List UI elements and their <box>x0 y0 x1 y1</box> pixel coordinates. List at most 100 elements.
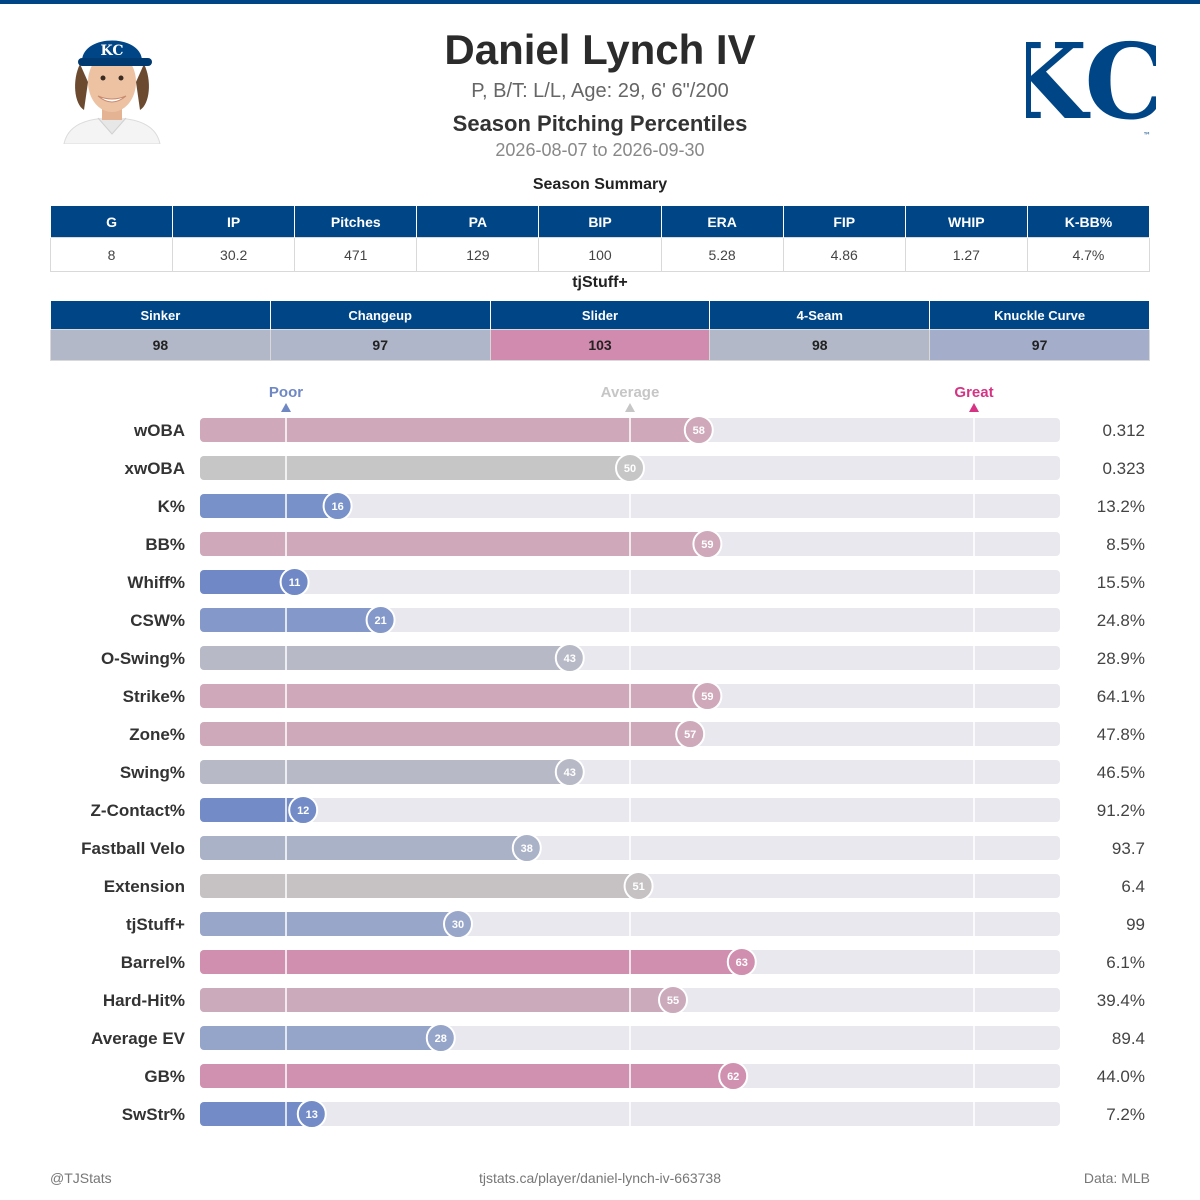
percentile-marker <box>615 453 645 483</box>
footer-handle: @TJStats <box>50 1170 112 1186</box>
percentile-marker <box>296 1099 327 1129</box>
summary-header-row: G IP Pitches PA BIP ERA FIP WHIP K-BB% <box>49 206 1151 238</box>
metric-label: SwStr% <box>122 1105 185 1124</box>
footer-source: Data: MLB <box>1083 1170 1150 1186</box>
summary-header-cell-1: IP <box>172 206 296 238</box>
percentile-value: 11 <box>289 577 301 589</box>
metric-label: wOBA <box>133 421 185 440</box>
percentile-marker <box>554 757 585 787</box>
percentile-bar <box>200 760 570 784</box>
metric-label: Fastball Velo <box>81 839 185 858</box>
percentile-bar <box>200 684 708 708</box>
summary-header-cell-7: WHIP <box>904 206 1028 238</box>
percentile-marker <box>692 529 723 559</box>
percentile-bar <box>200 836 527 860</box>
percentile-value: 13 <box>306 1109 318 1121</box>
metric-label: O-Swing% <box>101 649 185 668</box>
metric-label: K% <box>158 497 185 516</box>
tjstuff-value-cell-4: 97 <box>929 329 1150 361</box>
svg-text:™: ™ <box>1143 131 1151 140</box>
percentile-bar <box>200 608 381 632</box>
summary-value-cell-6: 4.86 <box>782 237 906 272</box>
percentile-bar <box>200 494 338 518</box>
metric-label: Barrel% <box>121 953 185 972</box>
percentile-value: 30 <box>452 919 464 931</box>
season-summary-table: G IP Pitches PA BIP ERA FIP WHIP K-BB% 8 30.2 471 1… <box>49 206 1151 272</box>
percentile-bar <box>200 646 570 670</box>
percentile-marker <box>623 871 654 901</box>
tjstuff-value-cell-3: 98 <box>709 329 931 361</box>
metric-label: Z-Contact% <box>91 801 185 820</box>
metric-label: CSW% <box>130 611 185 630</box>
summary-header-cell-4: BIP <box>538 206 662 238</box>
summary-value-cell-8: 4.7% <box>1026 237 1151 272</box>
metric-label: Whiff% <box>127 573 185 592</box>
percentile-value: 62 <box>727 1071 739 1083</box>
tjstuff-value-cell-1: 97 <box>269 329 491 361</box>
percentile-bar <box>200 798 304 822</box>
percentile-marker <box>511 833 542 863</box>
percentile-marker <box>322 491 353 521</box>
percentile-value: 59 <box>701 539 713 551</box>
percentile-value: 28 <box>435 1033 447 1045</box>
percentile-value: 38 <box>521 843 533 855</box>
percentile-value: 16 <box>331 501 343 513</box>
tjstuff-value-row: 98 97 103 98 97 <box>50 329 1150 361</box>
summary-header-cell-6: FIP <box>782 206 906 238</box>
team-logo: KC ™ <box>1026 22 1156 143</box>
summary-value-cell-2: 471 <box>294 237 418 272</box>
percentile-chart: Poor Average Great wOBA 0.312 xwOBA 0.323 K% 13.… <box>81 384 1145 1130</box>
metric-value: 15.5% <box>1097 573 1145 592</box>
metric-value: 39.4% <box>1097 991 1145 1010</box>
metric-label: xwOBA <box>125 459 185 478</box>
metric-value: 93.7 <box>1112 839 1145 858</box>
scale-marker-arrow-poor <box>281 403 291 412</box>
percentile-value: 12 <box>297 805 309 817</box>
metric-value: 8.5% <box>1106 535 1145 554</box>
percentile-value: 50 <box>624 463 636 475</box>
percentile-marker <box>443 909 473 939</box>
percentile-marker <box>675 719 706 749</box>
percentile-bar <box>200 722 691 746</box>
percentile-marker <box>683 415 714 445</box>
metric-value: 47.8% <box>1097 725 1145 744</box>
metric-label: Swing% <box>120 763 185 782</box>
percentile-bar <box>200 1102 312 1126</box>
summary-value-cell-7: 1.27 <box>904 237 1028 272</box>
summary-value-cell-0: 8 <box>49 237 174 272</box>
percentile-bar <box>200 456 630 480</box>
metric-value: 7.2% <box>1106 1105 1145 1124</box>
tjstuff-table: Sinker Changeup Slider 4-Seam Knuckle Curve … <box>50 301 1150 361</box>
metric-value: 46.5% <box>1097 763 1145 782</box>
summary-value-cell-4: 100 <box>538 237 662 272</box>
percentile-value: 43 <box>564 767 576 779</box>
tjstuff-header-row: Sinker Changeup Slider 4-Seam Knuckle Curve <box>50 301 1150 330</box>
tjstuff-header-cell-0: Sinker <box>50 301 271 330</box>
percentile-bar <box>200 570 295 594</box>
tjstuff-header-cell-4: Knuckle Curve <box>929 301 1150 330</box>
percentile-marker <box>726 947 757 977</box>
metric-value: 13.2% <box>1097 497 1145 516</box>
tjstuff-value-cell-0: 98 <box>50 329 271 361</box>
player-headshot: KC <box>63 40 161 144</box>
percentile-value: 21 <box>374 615 386 627</box>
percentile-value: 59 <box>701 691 713 703</box>
percentile-marker <box>554 643 585 673</box>
percentile-marker <box>658 985 688 1015</box>
percentile-bar <box>200 988 673 1012</box>
metric-label: Hard-Hit% <box>103 991 185 1010</box>
percentile-marker <box>425 1023 456 1053</box>
footer-url: tjstats.ca/player/daniel-lynch-iv-663738 <box>478 1170 721 1186</box>
metric-value: 0.312 <box>1102 421 1145 440</box>
team-logo-text: KC <box>1026 22 1156 143</box>
summary-title: Season Summary <box>532 176 668 193</box>
percentile-bar <box>200 1026 441 1050</box>
metric-value: 99 <box>1126 915 1145 934</box>
percentile-bar <box>200 1064 734 1088</box>
metric-label: BB% <box>145 535 185 554</box>
metric-label: tjStuff+ <box>126 915 185 934</box>
top-accent-line <box>0 0 1200 4</box>
percentile-marker <box>692 681 723 711</box>
metric-label: Zone% <box>129 725 185 744</box>
metric-label: Strike% <box>123 687 185 706</box>
